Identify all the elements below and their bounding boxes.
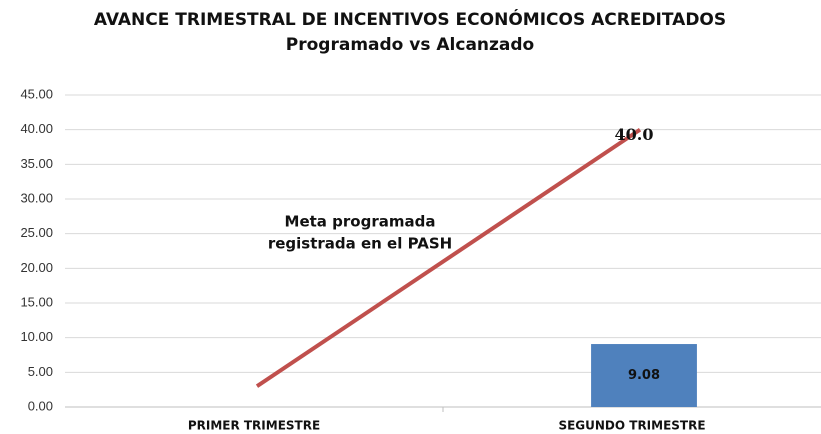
chart-subtitle: Programado vs Alcanzado (286, 35, 534, 55)
y-tick-label: 5.00 (28, 364, 53, 379)
y-tick-label: 10.00 (20, 329, 53, 344)
annotation: registrada en el PASH (268, 235, 452, 253)
chart-title: AVANCE TRIMESTRAL DE INCENTIVOS ECONÓMIC… (94, 8, 726, 30)
y-tick-label: 45.00 (20, 86, 53, 101)
data-label: 9.08 (628, 368, 660, 383)
y-tick-label: 30.00 (20, 190, 53, 205)
y-tick-label: 0.00 (28, 398, 53, 413)
y-tick-label: 25.00 (20, 225, 53, 240)
y-tick-label: 15.00 (20, 294, 53, 309)
x-tick-label: SEGUNDO TRIMESTRE (558, 419, 705, 433)
y-tick-label: 40.00 (20, 121, 53, 136)
bar (591, 344, 697, 407)
y-tick-label: 20.00 (20, 260, 53, 275)
data-label: 40.0 (615, 125, 654, 144)
y-tick-label: 35.00 (20, 156, 53, 171)
line (255, 128, 642, 388)
x-tick-label: PRIMER TRIMESTRE (188, 419, 320, 433)
annotation: Meta programada (285, 213, 436, 231)
